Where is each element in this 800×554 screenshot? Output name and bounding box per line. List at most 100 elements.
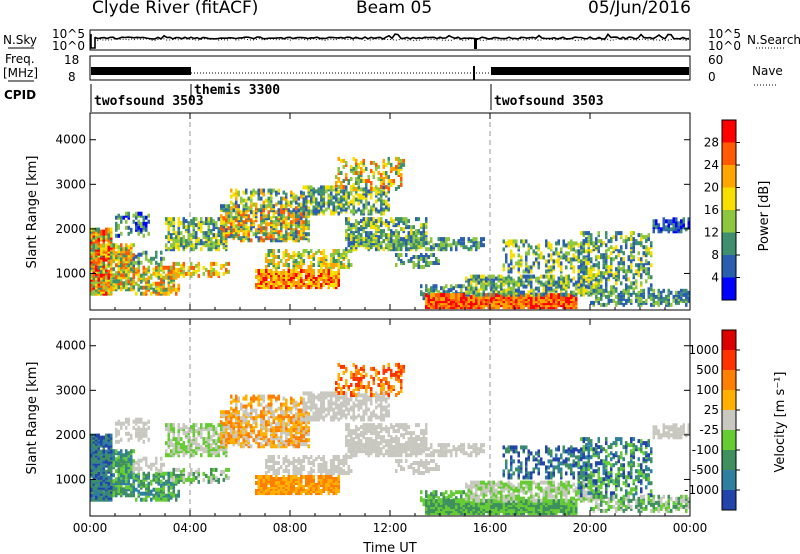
velocity-cell	[157, 487, 160, 492]
power-cell	[582, 249, 585, 254]
power-cell	[257, 208, 260, 213]
power-cell	[117, 255, 120, 260]
power-cell	[290, 214, 293, 219]
power-cell	[222, 241, 225, 246]
velocity-cell	[117, 485, 120, 490]
power-cell	[267, 232, 270, 237]
power-cell	[297, 271, 300, 275]
power-cell	[382, 233, 385, 238]
power-cell	[180, 221, 183, 226]
velocity-cell	[187, 439, 190, 444]
power-cell	[230, 194, 233, 199]
power-cell	[365, 223, 368, 228]
power-cell	[330, 191, 333, 196]
power-cell	[382, 211, 385, 216]
power-cell	[682, 217, 685, 222]
velocity-cell	[170, 427, 173, 432]
power-cell	[605, 277, 608, 282]
power-cell	[267, 214, 270, 219]
power-cell	[430, 245, 433, 250]
power-cell	[272, 285, 275, 290]
power-cell	[435, 261, 438, 265]
power-cell	[467, 290, 470, 295]
power-cell	[507, 274, 510, 279]
power-cell	[272, 220, 275, 225]
power-cell	[342, 179, 345, 183]
power-cell	[605, 243, 608, 248]
power-cell	[355, 158, 358, 163]
power-cell	[260, 222, 263, 227]
power-cell	[572, 247, 575, 252]
power-cell	[340, 181, 343, 185]
power-cell	[187, 221, 190, 226]
power-cell	[382, 221, 385, 226]
power-cell	[410, 257, 413, 261]
power-cell	[230, 214, 233, 219]
power-cell	[515, 280, 518, 285]
velocity-cell	[142, 427, 145, 432]
power-cell	[255, 190, 258, 195]
power-cell	[245, 218, 248, 223]
velocity-cell	[170, 439, 173, 444]
power-cell	[522, 284, 525, 289]
power-cell	[587, 257, 590, 262]
power-cell	[595, 237, 598, 242]
power-cell	[292, 279, 295, 283]
power-cell	[300, 259, 303, 263]
velocity-cell	[167, 497, 170, 502]
power-cell	[270, 238, 273, 243]
power-cell	[557, 251, 560, 256]
power-cell	[425, 257, 428, 261]
power-cell	[412, 241, 415, 246]
power-cell	[277, 200, 280, 205]
power-cell	[280, 200, 283, 205]
power-cell	[277, 236, 280, 241]
power-cell	[177, 241, 180, 246]
velocity-cell	[127, 431, 130, 436]
freq-tick-high: 18	[64, 53, 79, 67]
power-cell	[362, 168, 365, 173]
velocity-cell	[172, 443, 175, 448]
power-cell	[432, 253, 435, 257]
power-cell	[285, 216, 288, 221]
power-cell	[387, 175, 390, 179]
velocity-cell	[145, 473, 148, 478]
power-cell	[300, 194, 303, 199]
power-cell	[510, 239, 513, 244]
freq-unit: [MHz]	[3, 66, 38, 80]
power-cell	[345, 195, 348, 200]
power-cell	[352, 231, 355, 236]
power-cell	[195, 245, 198, 250]
power-cell	[260, 226, 263, 231]
power-cell	[302, 259, 305, 263]
power-cell	[645, 267, 648, 272]
power-cell	[125, 279, 128, 284]
power-cell	[130, 261, 133, 266]
velocity-cell	[145, 456, 148, 461]
power-cell	[395, 239, 398, 244]
power-cell	[352, 156, 355, 161]
power-cell	[282, 285, 285, 290]
power-cell	[587, 285, 590, 290]
power-cell	[275, 210, 278, 215]
power-cell	[637, 251, 640, 256]
power-cell	[135, 221, 138, 226]
power-cell	[645, 298, 648, 303]
power-cell	[585, 257, 588, 262]
power-cell	[382, 247, 385, 252]
power-cell	[520, 282, 523, 287]
power-cell	[140, 285, 143, 290]
velocity-cell	[125, 463, 128, 468]
power-cell	[455, 241, 458, 246]
power-cell	[190, 261, 193, 266]
power-cell	[372, 203, 375, 208]
power-cell	[177, 239, 180, 244]
power-cell	[360, 199, 363, 204]
power-cell	[90, 287, 93, 292]
power-cell	[307, 191, 310, 196]
velocity-cell	[127, 451, 130, 456]
power-cell	[517, 253, 520, 258]
velocity-cell	[180, 427, 183, 432]
velocity-cell	[120, 437, 123, 442]
power-cell	[542, 282, 545, 287]
